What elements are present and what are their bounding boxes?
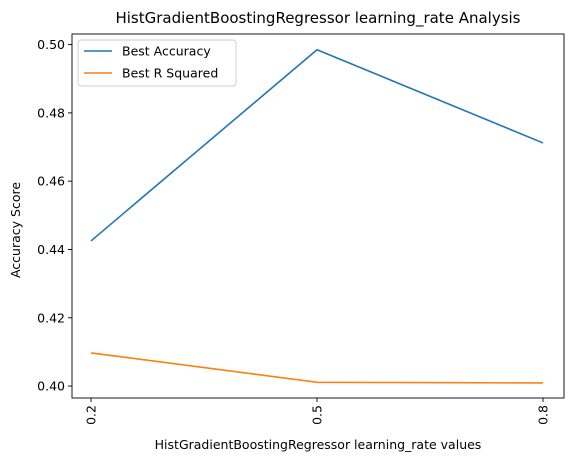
x-tick-label: 0.8 (536, 405, 551, 425)
chart-title: HistGradientBoostingRegressor learning_r… (115, 9, 520, 28)
plot-frame (71, 33, 565, 399)
series-line-best-accuracy (90, 48, 544, 242)
legend-label: Best R Squared (122, 66, 218, 81)
x-tick-label: 0.5 (310, 405, 325, 425)
y-tick-label: 0.48 (37, 105, 65, 120)
legend-label: Best Accuracy (122, 44, 211, 59)
y-tick-label: 0.50 (37, 37, 65, 52)
y-tick-label: 0.44 (37, 242, 65, 257)
x-tick-label: 0.2 (84, 405, 99, 425)
series-line-best-r-squared (90, 352, 544, 384)
y-tick-label: 0.46 (37, 174, 65, 189)
legend-box (77, 39, 237, 87)
plot-area: 0.40 0.42 0.44 0.46 0.48 0.50 0.2 0.5 0.8 Best Ac… (37, 33, 565, 425)
x-axis-label: HistGradientBoostingRegressor learning_r… (155, 437, 482, 452)
y-tick-label: 0.40 (37, 379, 65, 394)
y-tick-label: 0.42 (37, 310, 65, 325)
y-axis-label: Accuracy Score (8, 182, 23, 278)
